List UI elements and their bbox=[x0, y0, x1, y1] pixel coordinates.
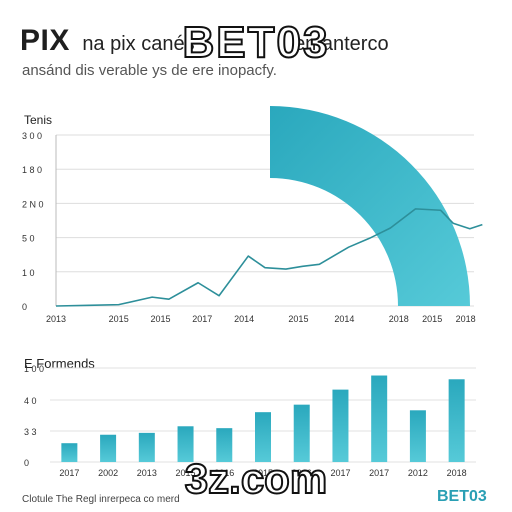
line-chart-title: Tenis bbox=[24, 113, 53, 127]
bar bbox=[409, 410, 426, 462]
x-tick-label: 2015 bbox=[176, 468, 196, 478]
x-tick-label: 2013 bbox=[46, 314, 66, 324]
bar bbox=[138, 432, 155, 462]
x-tick-label: 2016 bbox=[214, 468, 234, 478]
x-tick-label: 2015 bbox=[109, 314, 129, 324]
x-tick-label: 2016 bbox=[292, 468, 312, 478]
bar bbox=[448, 379, 465, 462]
x-tick-label: 2013 bbox=[137, 468, 157, 478]
x-tick-label: 2015 bbox=[150, 314, 170, 324]
bar bbox=[61, 443, 78, 462]
page-subtitle: ansánd dis verable ys de ere inopacfy. bbox=[22, 62, 277, 79]
y-tick-label: 0 bbox=[24, 458, 29, 468]
x-tick-label: 2014 bbox=[334, 314, 354, 324]
y-tick-label: 5 0 bbox=[22, 234, 35, 244]
x-tick-label: 2017 bbox=[330, 468, 350, 478]
y-tick-label: 1 8 0 bbox=[22, 165, 42, 175]
bar bbox=[293, 404, 310, 462]
y-tick-label: 1 0 bbox=[22, 268, 35, 278]
y-tick-label: 0 bbox=[22, 302, 27, 312]
line-chart: 0 1 0 5 0 2 N 0 1 8 0 3 0 0 2013 2015 2015 2017 20… bbox=[22, 106, 483, 324]
brand-logo: BET03 bbox=[437, 488, 487, 505]
x-tick-label: 2017 bbox=[369, 468, 389, 478]
line-series bbox=[55, 208, 483, 307]
chart-title-row: PIX na pix canés en anterco bbox=[20, 24, 389, 58]
bar bbox=[100, 434, 117, 462]
bar bbox=[216, 428, 233, 462]
x-tick-label: 2018 bbox=[389, 314, 409, 324]
bar bbox=[371, 375, 388, 462]
bar bbox=[332, 389, 349, 462]
y-tick-label: 1 0 0 bbox=[24, 364, 44, 374]
y-tick-label: 3 0 0 bbox=[22, 131, 42, 141]
footer-note: Clotule The Regl inrerpeca co merd bbox=[22, 494, 180, 505]
x-tick-label: 2017 bbox=[192, 314, 212, 324]
x-tick-label: 2017 bbox=[59, 468, 79, 478]
x-tick-label: 2018 bbox=[456, 314, 476, 324]
x-tick-label: 2015 bbox=[253, 468, 273, 478]
x-tick-label: 2018 bbox=[447, 468, 467, 478]
y-tick-label: 2 N 0 bbox=[22, 199, 44, 209]
page-title-rest: na pix canés bbox=[82, 33, 195, 55]
x-tick-label: 2015 bbox=[422, 314, 442, 324]
page-title: PIX bbox=[20, 24, 70, 57]
y-tick-label: 4 0 bbox=[24, 396, 37, 406]
y-tick-label: 3 3 bbox=[24, 427, 37, 437]
page-title-tail: en anterco bbox=[294, 33, 389, 55]
gauge-arc bbox=[270, 106, 470, 306]
bar-chart-title: E Formends bbox=[24, 356, 95, 371]
x-tick-label: 2015 bbox=[288, 314, 308, 324]
bar bbox=[255, 412, 271, 462]
x-tick-label: 2012 bbox=[408, 468, 428, 478]
x-tick-label: 2002 bbox=[98, 468, 118, 478]
x-tick-label: 2014 bbox=[234, 314, 254, 324]
bar bbox=[177, 426, 194, 462]
